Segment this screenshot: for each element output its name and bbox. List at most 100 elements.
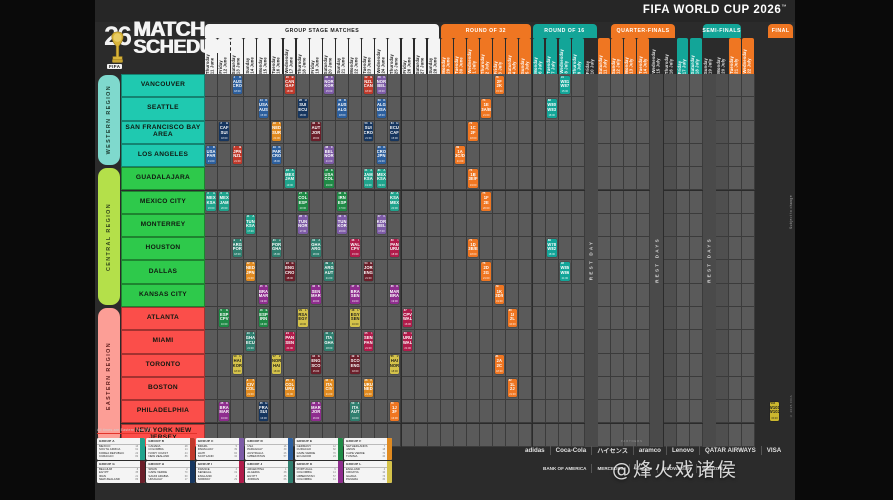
schedule-grid-cell[interactable] [414, 260, 428, 284]
schedule-grid-cell[interactable] [637, 143, 651, 168]
schedule-grid-cell[interactable] [440, 120, 454, 144]
schedule-grid-cell[interactable] [296, 353, 310, 377]
schedule-grid-cell[interactable] [519, 167, 533, 191]
match-cell[interactable]: 79 1K 3D/I 19:00 [494, 285, 505, 305]
schedule-grid-cell[interactable] [571, 353, 585, 377]
schedule-grid-cell[interactable] [388, 213, 402, 238]
schedule-grid-cell[interactable] [322, 353, 336, 377]
match-cell[interactable]: 20 B CAN GAF 18:00 [284, 75, 295, 95]
schedule-grid-cell[interactable] [283, 307, 297, 331]
schedule-grid-cell[interactable] [296, 237, 310, 261]
schedule-grid-cell[interactable] [663, 376, 677, 401]
schedule-grid-cell[interactable] [257, 237, 271, 261]
match-cell[interactable]: 42 E IRN ESP 17:00 [337, 192, 347, 211]
schedule-grid-cell[interactable] [689, 237, 703, 261]
group-box[interactable]: GROUP A MEXICO 13 SOUTH AFRICA 61 KOREA REPUB… [97, 438, 146, 460]
match-cell[interactable]: 47 K BRA SEN 19:00 [350, 285, 361, 305]
schedule-grid-cell[interactable] [480, 376, 494, 401]
schedule-grid-cell[interactable] [440, 376, 454, 401]
schedule-grid-cell[interactable] [742, 237, 756, 261]
schedule-grid-cell[interactable] [414, 190, 428, 214]
schedule-grid-cell[interactable] [519, 237, 533, 261]
schedule-grid-cell[interactable] [427, 307, 441, 331]
schedule-grid-cell[interactable] [231, 400, 245, 424]
schedule-grid-cell[interactable] [493, 190, 507, 214]
schedule-grid-cell[interactable] [375, 330, 389, 354]
schedule-grid-cell[interactable] [676, 400, 690, 424]
schedule-grid-cell[interactable] [519, 283, 533, 307]
schedule-grid-cell[interactable] [257, 190, 271, 214]
match-cell[interactable]: 53 H SUI CRO 21:00 [363, 122, 374, 141]
schedule-grid-cell[interactable] [349, 330, 363, 354]
schedule-grid-cell[interactable] [493, 213, 507, 238]
schedule-grid-cell[interactable] [663, 307, 677, 331]
schedule-grid-cell[interactable] [545, 167, 559, 191]
schedule-grid-cell[interactable] [218, 97, 232, 121]
schedule-grid-cell[interactable] [532, 376, 546, 401]
schedule-grid-cell[interactable] [637, 330, 651, 354]
schedule-grid-cell[interactable] [440, 74, 454, 98]
schedule-grid-cell[interactable] [257, 74, 271, 98]
schedule-grid-cell[interactable] [598, 376, 612, 401]
schedule-grid-cell[interactable] [571, 423, 585, 447]
schedule-grid-cell[interactable] [689, 376, 703, 401]
schedule-grid-cell[interactable] [388, 376, 402, 401]
schedule-grid-cell[interactable] [598, 283, 612, 307]
city-label[interactable]: TORONTO [121, 353, 205, 377]
schedule-grid-cell[interactable] [296, 330, 310, 354]
date-header-cell[interactable]: Friday 10 July [584, 38, 597, 74]
schedule-grid-cell[interactable] [296, 120, 310, 144]
schedule-grid-cell[interactable] [493, 167, 507, 191]
schedule-grid-cell[interactable] [598, 353, 612, 377]
schedule-grid-cell[interactable] [663, 283, 677, 307]
schedule-grid-cell[interactable] [205, 120, 219, 144]
schedule-grid-cell[interactable] [742, 260, 756, 284]
schedule-grid-cell[interactable] [519, 74, 533, 98]
schedule-grid-cell[interactable] [742, 74, 756, 98]
schedule-grid-cell[interactable] [519, 307, 533, 331]
schedule-grid-cell[interactable] [715, 260, 729, 284]
schedule-grid-cell[interactable] [532, 97, 546, 121]
schedule-grid-cell[interactable] [480, 167, 494, 191]
schedule-grid-cell[interactable] [545, 330, 559, 354]
schedule-grid-cell[interactable] [414, 353, 428, 377]
schedule-grid-cell[interactable] [611, 213, 625, 238]
schedule-grid-cell[interactable] [637, 353, 651, 377]
schedule-grid-cell[interactable] [624, 190, 638, 214]
schedule-grid-cell[interactable] [558, 283, 572, 307]
schedule-grid-cell[interactable] [231, 307, 245, 331]
schedule-grid-cell[interactable] [506, 237, 520, 261]
schedule-grid-cell[interactable] [545, 307, 559, 331]
schedule-grid-cell[interactable] [270, 400, 284, 424]
schedule-grid-cell[interactable] [480, 74, 494, 98]
match-cell[interactable]: 25 F COL URU 21:00 [284, 378, 295, 398]
date-header-cell[interactable]: Tuesday 7 July [545, 38, 558, 74]
schedule-grid-cell[interactable] [480, 330, 494, 354]
schedule-grid-cell[interactable] [467, 283, 481, 307]
schedule-grid-cell[interactable] [375, 260, 389, 284]
sponsor-logo[interactable]: VERIZON [702, 466, 723, 471]
match-cell[interactable]: 81 2A 2C 18:00 [494, 355, 505, 374]
schedule-grid-cell[interactable] [729, 97, 743, 121]
schedule-grid-cell[interactable] [676, 237, 690, 261]
schedule-grid-cell[interactable] [729, 143, 743, 168]
schedule-grid-cell[interactable] [571, 376, 585, 401]
schedule-grid-cell[interactable] [558, 237, 572, 261]
schedule-grid-cell[interactable] [336, 353, 350, 377]
schedule-grid-cell[interactable] [493, 423, 507, 447]
schedule-grid-cell[interactable] [663, 213, 677, 238]
schedule-grid-cell[interactable] [624, 330, 638, 354]
sponsor-logo[interactable]: VISA [766, 447, 782, 454]
schedule-grid-cell[interactable] [362, 143, 376, 168]
match-cell[interactable]: 104 W101 W102 15:00 [769, 401, 780, 421]
schedule-grid-cell[interactable] [440, 330, 454, 354]
group-box[interactable]: GROUP K PORTUGAL 6 COLOMBIA 14 UZBEKISTAN 57 CO… [294, 461, 343, 484]
schedule-grid-cell[interactable] [309, 190, 323, 214]
match-cell[interactable]: 91 W81 W87 15:00 [560, 75, 570, 95]
schedule-grid-cell[interactable] [598, 260, 612, 284]
schedule-grid-cell[interactable] [283, 143, 297, 168]
schedule-grid-cell[interactable] [715, 330, 729, 354]
schedule-grid-cell[interactable] [637, 423, 651, 447]
schedule-grid-cell[interactable] [506, 167, 520, 191]
schedule-grid-cell[interactable] [375, 120, 389, 144]
